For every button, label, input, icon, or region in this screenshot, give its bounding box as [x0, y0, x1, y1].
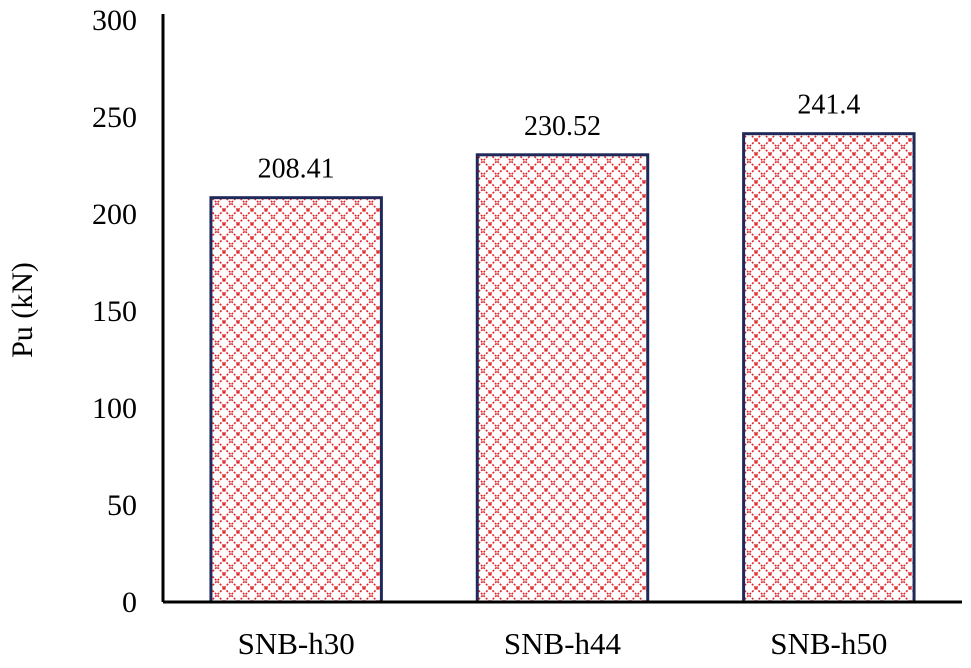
x-axis-category-labels: SNB-h30 SNB-h44 SNB-h50	[238, 626, 888, 661]
y-tick-label: 300	[92, 4, 137, 37]
x-category-label: SNB-h30	[238, 626, 355, 661]
bar	[742, 132, 916, 604]
bar	[209, 196, 383, 604]
y-axis-title: Pu (kN)	[6, 262, 39, 358]
data-labels: 208.41 230.52 241.4	[258, 90, 861, 185]
y-tick-label: 250	[92, 101, 137, 134]
y-tick-label: 0	[122, 586, 137, 619]
bar-data-label: 208.41	[258, 154, 335, 185]
y-tick-label: 200	[92, 198, 137, 231]
y-axis-ticks: 0 50 100 150 200 250 300	[92, 4, 137, 619]
y-tick-label: 100	[92, 392, 137, 425]
x-category-label: SNB-h50	[770, 626, 887, 661]
bar-data-label: 230.52	[524, 111, 601, 142]
bars	[209, 132, 916, 604]
y-tick-label: 150	[92, 295, 137, 328]
y-tick-label: 50	[107, 489, 137, 522]
x-category-label: SNB-h44	[504, 626, 622, 661]
bar-data-label: 241.4	[797, 90, 860, 121]
bar	[475, 153, 650, 604]
